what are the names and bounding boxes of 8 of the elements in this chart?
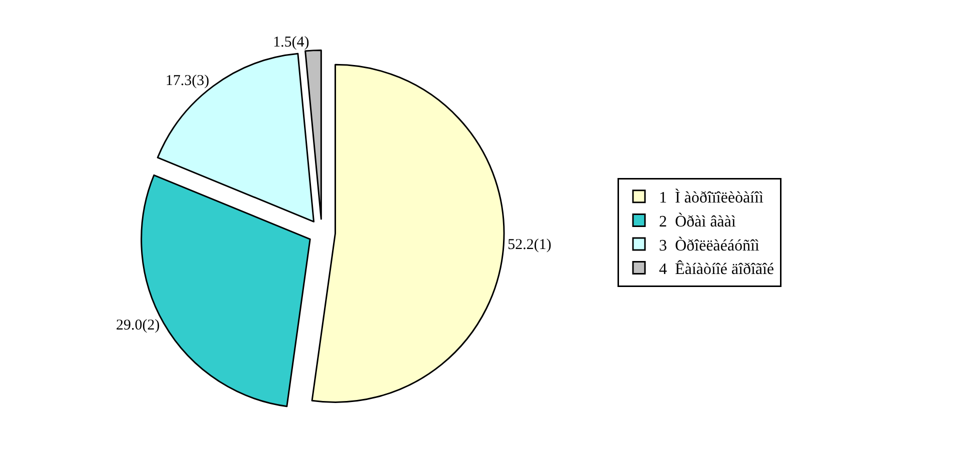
data-label: 1.5(4) — [272, 34, 310, 50]
data-label: 52.2(1) — [508, 237, 552, 254]
legend-label: 1 Ì àòðîïîëèòàíîì — [658, 188, 764, 207]
legend-label: 3 Òðîëëàéáóñîì — [658, 236, 760, 254]
legend-label: 2 Òðàì âààì — [658, 212, 736, 230]
data-label: 29.0(2) — [116, 317, 160, 334]
legend-label: 4 Êàíàòíîé äîðîãîé — [658, 260, 774, 278]
data-label: 17.3(3) — [166, 72, 210, 89]
